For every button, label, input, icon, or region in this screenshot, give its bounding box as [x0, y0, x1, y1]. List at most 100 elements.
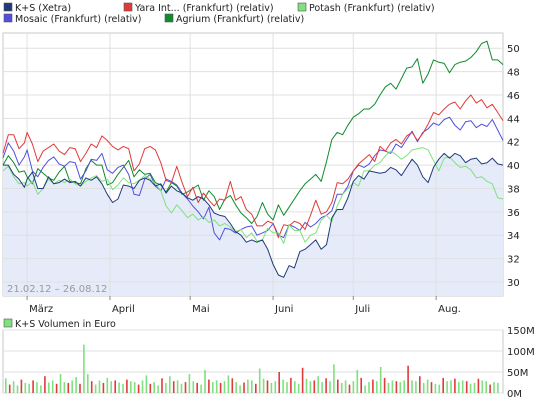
- volume-bar: [442, 377, 444, 393]
- legend-item-potash: Potash (Frankfurt) (relativ): [297, 2, 435, 14]
- volume-bar: [430, 382, 433, 393]
- volume-bar: [137, 384, 140, 393]
- volume-panel: K+S Volumen in Euro 150M 100M 50M 0M: [2, 318, 535, 400]
- volume-bar: [8, 384, 11, 393]
- volume-bar: [59, 374, 62, 393]
- volume-bar: [333, 364, 335, 393]
- volume-bar: [251, 380, 253, 393]
- volume-bar: [75, 377, 77, 393]
- volume-bar: [458, 382, 460, 393]
- volume-bar: [282, 379, 284, 393]
- volume-bar: [301, 367, 304, 393]
- legend-label-ks: K+S (Xetra): [15, 3, 71, 14]
- volume-bar: [426, 379, 429, 393]
- volume-bar: [325, 378, 327, 393]
- volume-bar: [329, 381, 331, 393]
- volume-bar: [219, 382, 222, 393]
- volume-y-tick-label: 0M: [507, 389, 522, 400]
- legend-item-mosaic: Mosaic (Frankfurt) (relativ): [3, 13, 142, 25]
- x-tick-label: Aug.: [438, 304, 461, 315]
- volume-bar: [403, 380, 405, 393]
- volume-bar: [20, 379, 23, 393]
- series-line-ks: [3, 152, 504, 278]
- volume-bars: [5, 344, 499, 393]
- volume-bar: [184, 382, 187, 393]
- volume-bar: [235, 382, 237, 393]
- volume-bar: [122, 383, 124, 393]
- y-tick-label: 36: [507, 208, 520, 219]
- volume-bar: [344, 380, 347, 393]
- volume-bar: [497, 382, 499, 393]
- volume-bar: [133, 382, 136, 393]
- volume-bar: [477, 378, 480, 393]
- volume-bar: [309, 381, 312, 393]
- series-line-yara: [2, 94, 504, 239]
- volume-bar: [192, 381, 195, 393]
- volume-bar: [196, 382, 198, 393]
- legend-label-agrium: Agrium (Frankfurt) (relativ): [176, 14, 304, 25]
- volume-bar: [266, 380, 269, 393]
- legend-label-mosaic: Mosaic (Frankfurt) (relativ): [15, 14, 142, 25]
- volume-bar: [208, 379, 210, 393]
- legend-label-yara: Yara Int... (Frankfurt) (relativ): [134, 3, 274, 14]
- volume-bar: [67, 382, 70, 393]
- y-tick-label: 44: [507, 114, 520, 125]
- volume-bar: [364, 385, 366, 393]
- volume-legend-swatch: [3, 318, 13, 328]
- x-tick-label: Juni: [274, 304, 293, 315]
- volume-bar: [231, 378, 234, 393]
- volume-bar: [356, 369, 359, 393]
- volume-bar: [383, 377, 386, 393]
- volume-bar: [169, 376, 171, 393]
- volume-bar: [360, 377, 362, 393]
- volume-bar: [337, 379, 339, 393]
- legend-swatch-yara: [123, 2, 133, 12]
- volume-bar: [255, 383, 257, 393]
- series-line-potash: [2, 147, 504, 244]
- volume-bar: [290, 377, 292, 393]
- volume-bar: [63, 382, 66, 393]
- volume-bar: [481, 380, 484, 393]
- volume-bar: [446, 381, 448, 393]
- y-tick-label: 30: [507, 278, 520, 289]
- volume-bar: [180, 383, 183, 393]
- volume-bar: [94, 384, 97, 393]
- volume-bar: [227, 375, 230, 393]
- volume-bar: [294, 381, 296, 393]
- volume-bar: [87, 374, 89, 393]
- volume-bar: [239, 385, 241, 393]
- x-tick-label: Mai: [192, 304, 210, 315]
- volume-bar: [317, 376, 319, 393]
- legend-item-ks: K+S (Xetra): [3, 2, 71, 14]
- volume-bar: [176, 380, 179, 393]
- volume-bar: [387, 382, 390, 393]
- volume-bar: [223, 381, 226, 393]
- price-y-axis: 30 32 34 36 38 40 42 44 46 48 50: [507, 44, 520, 289]
- volume-bar: [434, 383, 437, 393]
- volume-bar: [24, 382, 27, 393]
- volume-bar: [450, 380, 452, 393]
- volume-bar: [274, 381, 277, 393]
- volume-bar: [172, 381, 175, 393]
- volume-bar: [395, 381, 398, 393]
- volume-bar: [145, 375, 148, 393]
- volume-bar: [438, 384, 441, 393]
- volume-bar: [391, 380, 394, 393]
- volume-bar: [461, 380, 464, 393]
- volume-bar: [247, 379, 249, 393]
- volume-bar: [415, 381, 417, 393]
- volume-bar: [407, 365, 409, 393]
- volume-bar: [376, 381, 378, 393]
- volume-bar: [102, 382, 105, 393]
- volume-bar: [485, 381, 487, 393]
- volume-bar: [352, 381, 355, 393]
- volume-bar: [305, 378, 308, 393]
- volume-bar: [55, 383, 58, 393]
- volume-bar: [106, 377, 109, 393]
- volume-bar: [90, 381, 93, 393]
- volume-bar: [44, 376, 46, 393]
- volume-title: K+S Volumen in Euro: [15, 319, 116, 330]
- price-series-lines: [2, 40, 504, 278]
- volume-bar: [98, 380, 101, 393]
